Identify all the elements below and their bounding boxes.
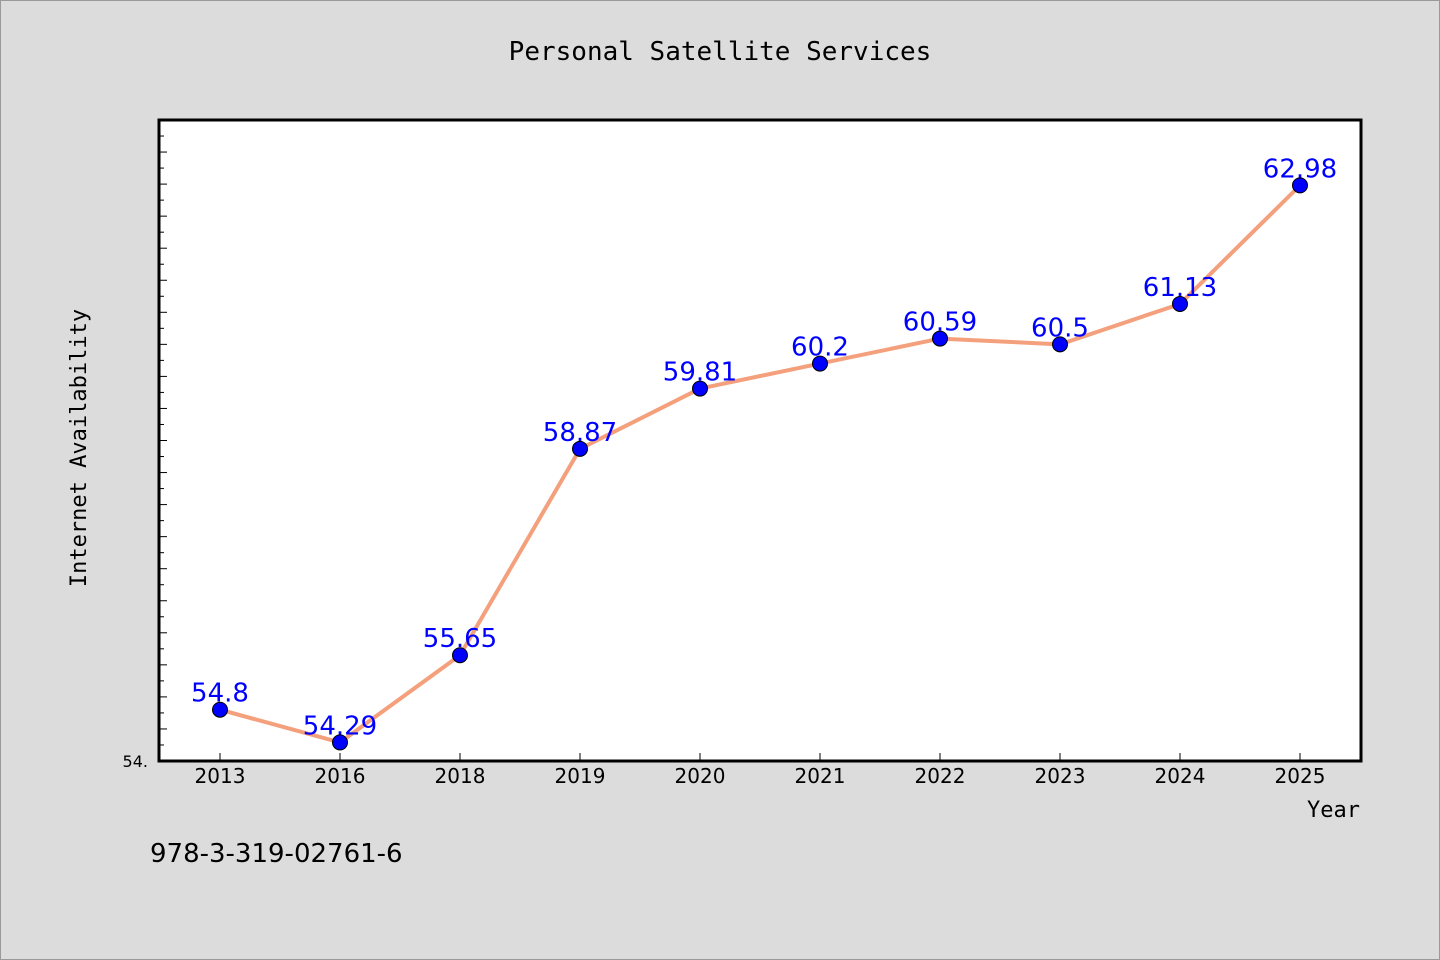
x-tick-label: 2018 xyxy=(435,764,486,788)
x-axis-ticks xyxy=(219,753,1301,761)
x-tick-label: 2021 xyxy=(795,764,846,788)
x-tick-label: 2019 xyxy=(555,764,606,788)
x-tick-label: 2025 xyxy=(1275,764,1326,788)
x-tick-label: 2020 xyxy=(675,764,726,788)
x-tick-label: 2022 xyxy=(915,764,966,788)
series-line xyxy=(218,183,1302,745)
data-point xyxy=(572,440,588,457)
data-label: 54.29 xyxy=(303,711,377,741)
data-point xyxy=(1172,295,1188,312)
isbn-annotation: 978-3-319-02761-6 xyxy=(150,839,403,869)
data-label: 55.65 xyxy=(423,624,497,654)
data-label: 62.98 xyxy=(1263,154,1337,184)
data-point xyxy=(452,647,468,664)
data-point xyxy=(812,355,828,372)
data-label: 61.13 xyxy=(1143,273,1217,303)
x-axis-label: Year xyxy=(1307,798,1360,823)
data-label: 58.87 xyxy=(543,418,617,448)
data-label: 60.59 xyxy=(903,308,977,338)
data-point xyxy=(932,330,948,347)
data-label: 59.81 xyxy=(663,358,737,388)
chart-title: Personal Satellite Services xyxy=(509,37,932,67)
y-axis-label: Internet Availability xyxy=(67,309,92,587)
series-availability: 54.8 54.29 55.65 58.87 59.81 60.2 60.59 60.5 61.… xyxy=(191,154,1337,751)
data-label: 60.5 xyxy=(1031,313,1089,343)
data-point xyxy=(692,380,708,397)
data-point xyxy=(212,701,228,718)
data-point xyxy=(332,734,348,751)
x-tick-label: 2013 xyxy=(195,764,246,788)
x-tick-label: 2016 xyxy=(315,764,366,788)
plot-area xyxy=(157,118,1363,763)
x-tick-label: 2024 xyxy=(1155,764,1206,788)
x-tick-labels: 2013 2016 2018 2019 2020 2021 2022 2023 2024 2025 xyxy=(195,764,1326,788)
x-tick-label: 2023 xyxy=(1035,764,1086,788)
y-axis-ticks xyxy=(159,119,167,762)
data-label: 54.8 xyxy=(191,679,249,709)
data-point xyxy=(1292,177,1308,194)
y-tick-label: 54. xyxy=(123,752,148,771)
data-point xyxy=(1052,336,1068,353)
data-label: 60.2 xyxy=(791,333,849,363)
